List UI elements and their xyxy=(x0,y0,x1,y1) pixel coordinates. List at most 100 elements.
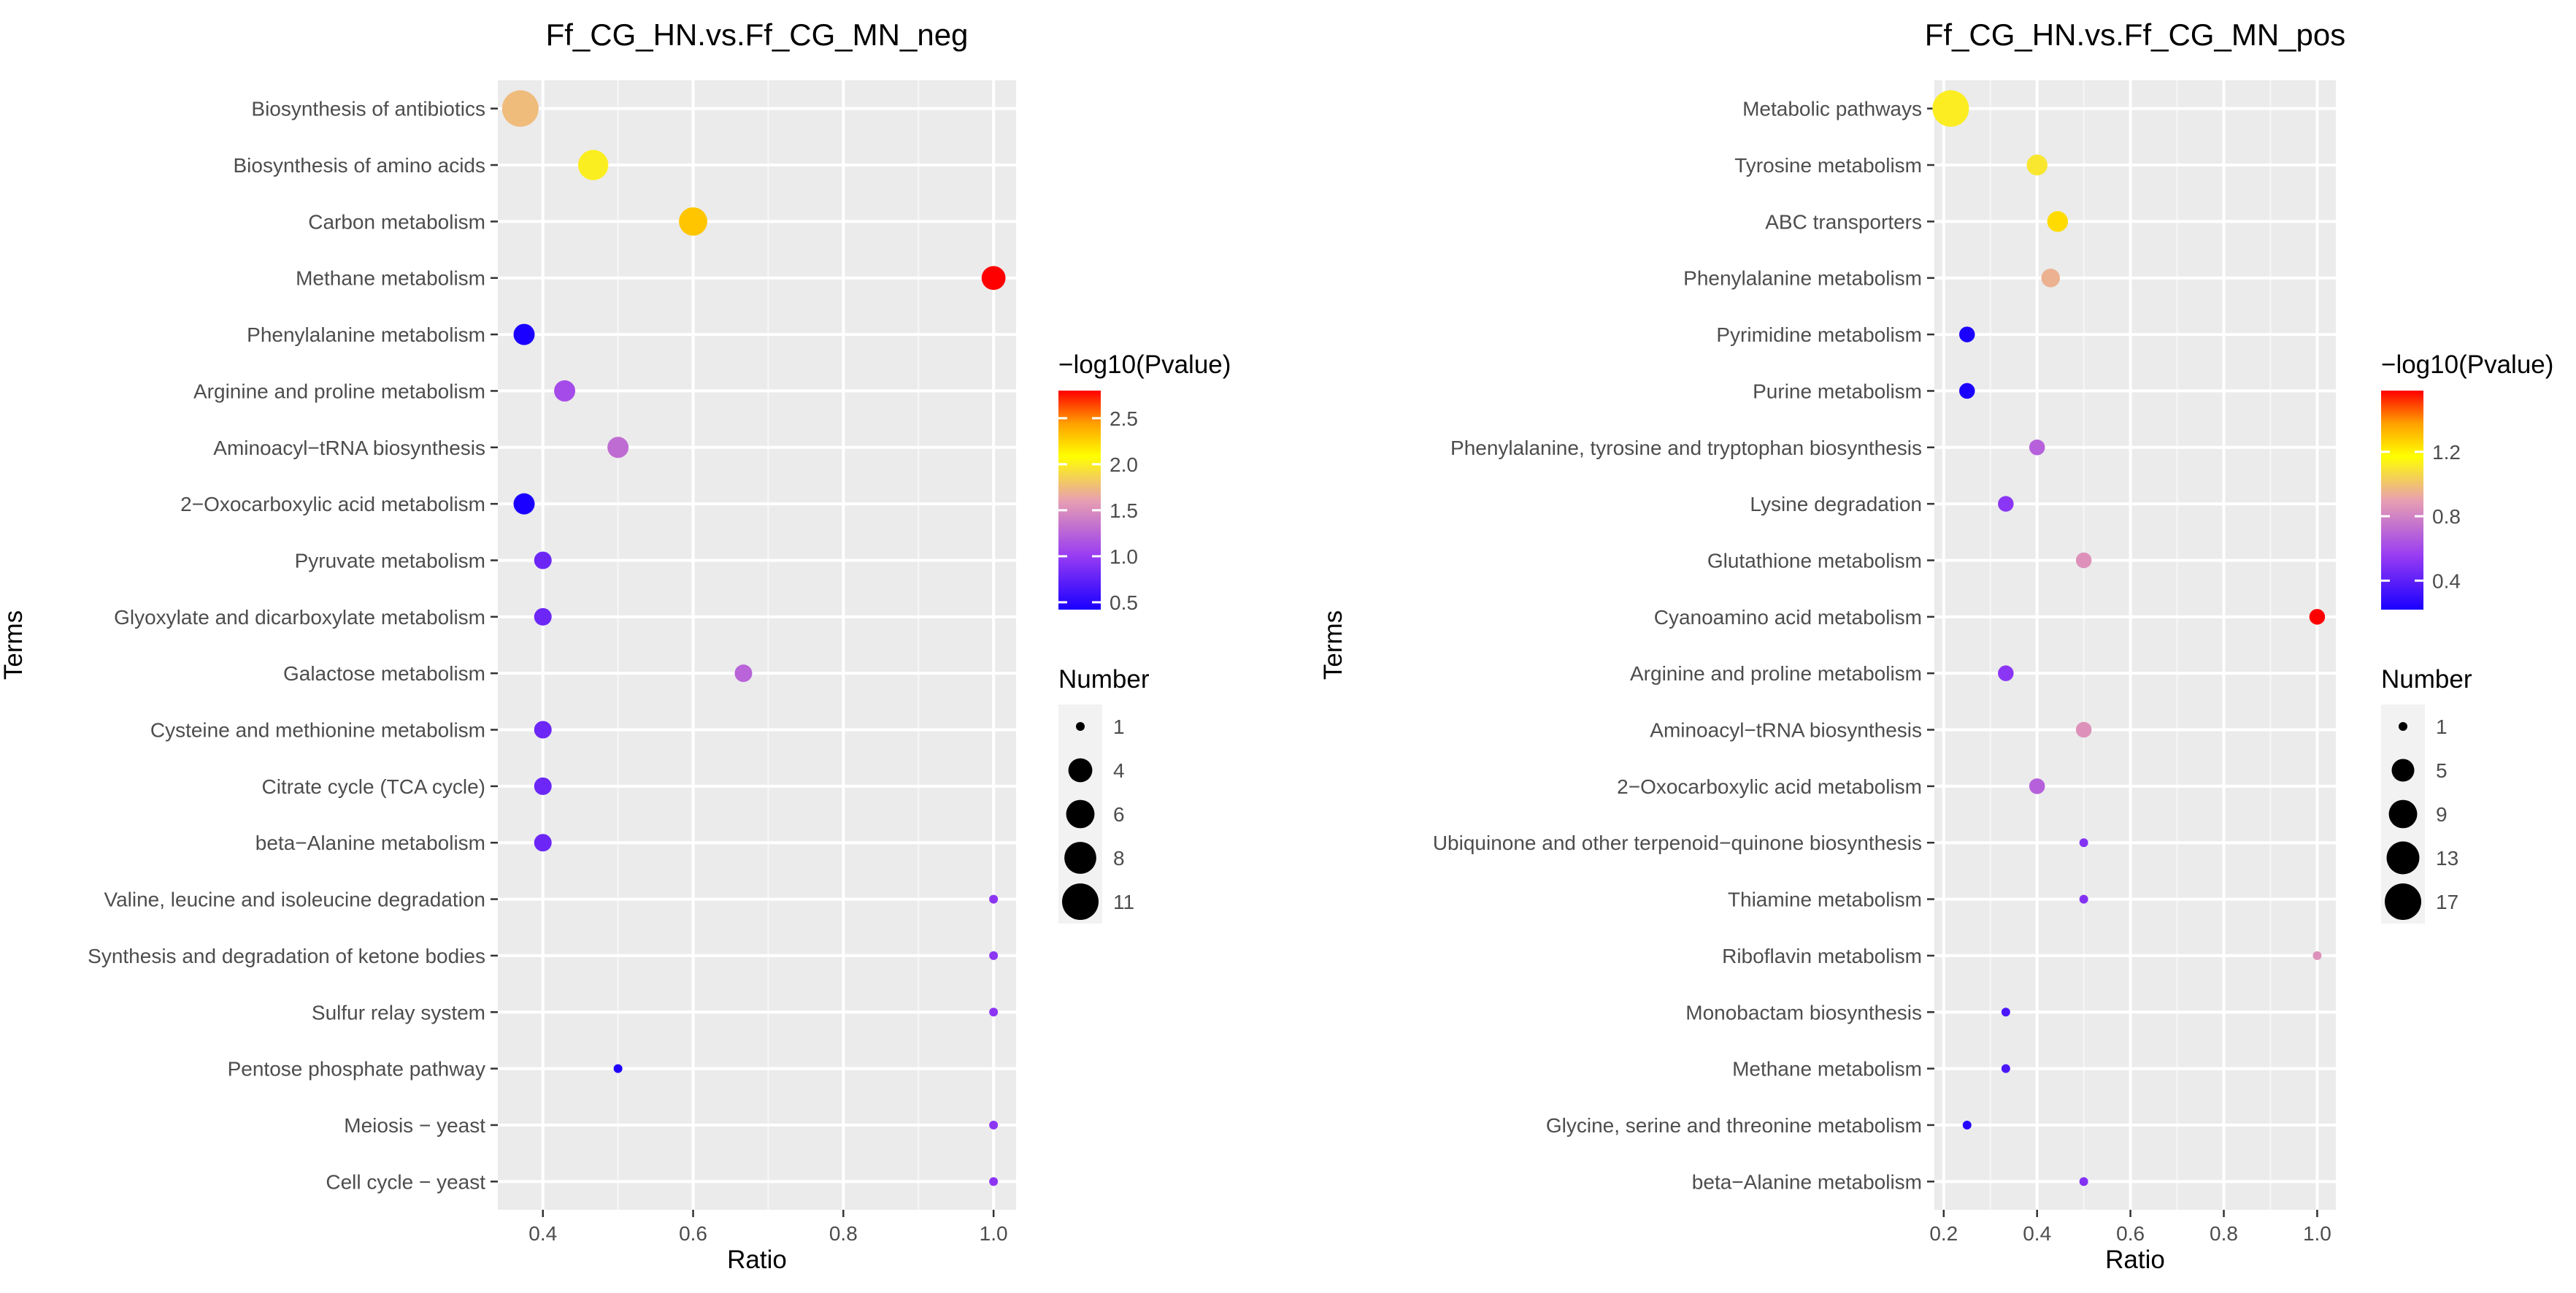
pos-y-tick-label: Metabolic pathways xyxy=(1742,98,1922,120)
pos-size-key-dot xyxy=(2388,799,2418,829)
pos-size-key-label: 1 xyxy=(2436,715,2448,738)
neg-colorbar-label: 0.5 xyxy=(1110,591,1138,614)
neg-colorbar-label: 2.5 xyxy=(1110,407,1138,430)
pos-data-point xyxy=(2047,211,2069,232)
pos-x-tick-label: 0.6 xyxy=(2116,1222,2145,1245)
neg-size-key-label: 1 xyxy=(1113,715,1125,738)
neg-data-point xyxy=(534,607,552,626)
neg-colorbar-label: 1.5 xyxy=(1110,499,1138,522)
pos-y-tick-label: ABC transporters xyxy=(1765,210,1922,233)
neg-colorbar-label: 2.0 xyxy=(1110,453,1138,476)
neg-y-tick-label: Arginine and proline metabolism xyxy=(193,380,485,402)
pos-y-tick-label: Glutathione metabolism xyxy=(1707,549,1922,572)
pos-y-tick-label: Arginine and proline metabolism xyxy=(1630,662,1922,685)
pos-data-point xyxy=(2029,778,2045,794)
pos-y-tick-label: Phenylalanine, tyrosine and tryptophan b… xyxy=(1450,437,1922,459)
neg-data-point xyxy=(613,1064,623,1073)
pos-chart-panel: Ff_CG_HN.vs.Ff_CG_MN_pos Metabolic pathwa… xyxy=(1319,18,2553,1274)
neg-chart-title: Ff_CG_HN.vs.Ff_CG_MN_neg xyxy=(546,18,969,52)
neg-colorbar-label: 1.0 xyxy=(1110,545,1138,568)
pos-data-point xyxy=(1962,1120,1972,1129)
neg-data-point xyxy=(534,834,552,852)
pos-y-tick-label: Pyrimidine metabolism xyxy=(1716,323,1922,346)
pos-data-point xyxy=(2312,951,2322,960)
pos-data-point xyxy=(2041,269,2060,288)
neg-y-tick-label: Meiosis − yeast xyxy=(344,1114,485,1137)
neg-size-key-label: 8 xyxy=(1113,847,1125,870)
neg-y-tick-label: Synthesis and degradation of ketone bodi… xyxy=(88,945,485,967)
pos-y-tick-label: Monobactam biosynthesis xyxy=(1685,1001,1922,1024)
neg-data-point xyxy=(989,1008,999,1017)
pos-data-point xyxy=(1959,326,1975,342)
pos-y-tick-label: Purine metabolism xyxy=(1753,380,1922,402)
pos-data-point xyxy=(1959,383,1975,399)
pos-data-point xyxy=(2079,1177,2088,1186)
neg-data-point xyxy=(981,266,1006,291)
neg-data-point xyxy=(734,664,753,683)
pos-y-tick-label: Methane metabolism xyxy=(1732,1058,1922,1081)
neg-data-point xyxy=(513,493,535,515)
pos-y-axis-title: Terms xyxy=(1319,610,1347,680)
pos-y-tick-label: Tyrosine metabolism xyxy=(1734,154,1922,177)
pos-data-point xyxy=(2001,1008,2010,1017)
pos-data-point xyxy=(2029,440,2045,456)
neg-data-point xyxy=(989,894,999,904)
neg-x-tick-label: 0.4 xyxy=(528,1222,557,1245)
pos-colorbar xyxy=(2381,391,2423,610)
neg-data-point xyxy=(513,323,535,345)
pos-colorbar-label: 0.8 xyxy=(2432,505,2461,528)
pos-size-key-label: 13 xyxy=(2436,847,2458,870)
pos-data-point xyxy=(1998,496,2014,512)
neg-y-tick-label: Carbon metabolism xyxy=(308,210,485,233)
pos-y-tick-label: Riboflavin metabolism xyxy=(1722,945,1922,967)
pos-data-point xyxy=(2309,609,2326,625)
neg-data-point xyxy=(577,150,609,180)
neg-size-key-label: 6 xyxy=(1113,803,1125,826)
pos-data-point xyxy=(2075,552,2092,569)
neg-x-tick-label: 0.8 xyxy=(829,1222,858,1245)
neg-y-tick-label: Methane metabolism xyxy=(296,267,485,290)
pos-y-tick-label: beta−Alanine metabolism xyxy=(1692,1170,1922,1193)
neg-y-tick-label: Sulfur relay system xyxy=(312,1001,485,1024)
pos-x-axis-title: Ratio xyxy=(2105,1246,2165,1274)
pos-size-legend-title: Number xyxy=(2381,665,2472,694)
neg-size-key-dot xyxy=(1062,883,1099,920)
pos-size-key-dot xyxy=(2386,841,2420,875)
pos-plot-background xyxy=(1934,80,2336,1210)
neg-data-point xyxy=(501,90,539,127)
neg-y-axis-title: Terms xyxy=(0,610,28,680)
pos-y-tick-label: Ubiquinone and other terpenoid−quinone b… xyxy=(1433,832,1922,854)
neg-y-tick-label: Valine, leucine and isoleucine degradati… xyxy=(104,889,485,911)
neg-chart-panel: Ff_CG_HN.vs.Ff_CG_MN_neg Biosynthesis of … xyxy=(0,18,1231,1274)
neg-data-point xyxy=(534,777,552,795)
pos-x-tick-label: 0.2 xyxy=(1929,1222,1958,1245)
neg-y-tick-label: Aminoacyl−tRNA biosynthesis xyxy=(213,437,485,459)
neg-y-tick-label: Biosynthesis of antibiotics xyxy=(251,98,485,120)
neg-size-key-dot xyxy=(1066,799,1095,829)
pos-size-key-dot xyxy=(2391,759,2415,782)
neg-size-key-dot xyxy=(1068,758,1093,783)
neg-size-key-label: 4 xyxy=(1113,759,1125,782)
pos-color-legend-title: −log10(Pvalue) xyxy=(2381,350,2553,379)
pos-size-key-dot xyxy=(2385,883,2421,920)
pos-y-tick-label: Glycine, serine and threonine metabolism xyxy=(1546,1114,1922,1137)
neg-y-tick-label: Cell cycle − yeast xyxy=(326,1170,485,1193)
neg-size-key-label: 11 xyxy=(1113,891,1134,913)
pos-data-point xyxy=(1998,665,2014,681)
neg-y-tick-label: Pentose phosphate pathway xyxy=(228,1058,485,1081)
pos-colorbar-label: 1.2 xyxy=(2432,441,2461,464)
neg-color-legend-title: −log10(Pvalue) xyxy=(1058,350,1231,379)
pos-y-tick-label: Thiamine metabolism xyxy=(1728,889,1922,911)
neg-data-point xyxy=(989,1177,999,1186)
pos-size-key-label: 5 xyxy=(2436,759,2448,782)
pos-y-tick-label: Phenylalanine metabolism xyxy=(1683,267,1922,290)
neg-y-tick-label: Citrate cycle (TCA cycle) xyxy=(262,775,486,798)
neg-colorbar xyxy=(1058,391,1101,610)
neg-y-tick-label: beta−Alanine metabolism xyxy=(255,832,485,854)
pos-y-tick-label: Aminoacyl−tRNA biosynthesis xyxy=(1650,719,1922,742)
neg-size-legend-title: Number xyxy=(1058,665,1150,694)
neg-y-tick-label: Biosynthesis of amino acids xyxy=(233,154,485,177)
neg-plot-background xyxy=(498,80,1016,1210)
neg-y-tick-label: Galactose metabolism xyxy=(283,662,485,685)
neg-data-point xyxy=(989,1120,999,1129)
